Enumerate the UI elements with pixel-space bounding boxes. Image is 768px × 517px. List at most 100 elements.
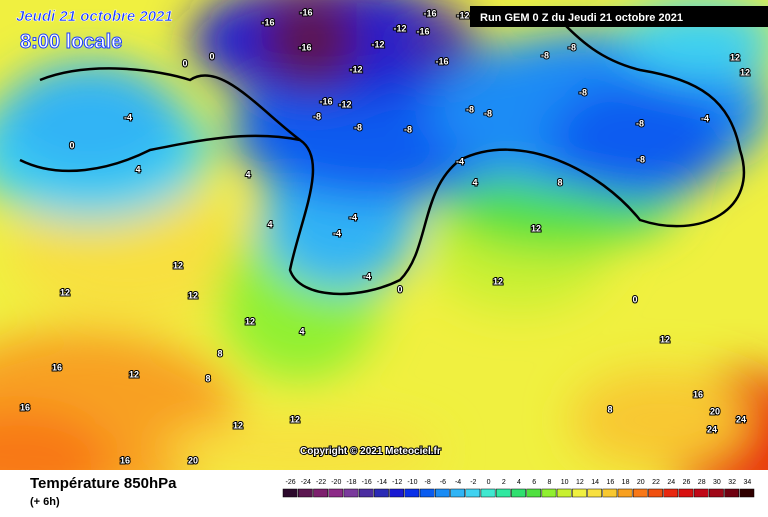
contour-label: -4	[701, 113, 709, 123]
legend-swatch	[435, 488, 450, 498]
legend-level: -8	[425, 479, 431, 486]
legend-swatch	[282, 488, 298, 498]
legend-level: 12	[576, 479, 584, 486]
contour-label: -8	[541, 50, 549, 60]
contour-label: -12	[456, 10, 469, 20]
contour-label: 12	[173, 260, 183, 270]
contour-label: 8	[607, 404, 612, 414]
map-labels: -16 -16 -16 -12 -16 -12 -12 -16 -16 -12 -16 -12 -8 -8…	[19, 6, 751, 466]
contour-label: -4	[363, 271, 371, 281]
legend-level: 24	[667, 479, 675, 486]
contour-label: -4	[349, 212, 357, 222]
contour-label: -12	[338, 99, 351, 109]
legend-swatch	[709, 488, 724, 498]
contour-label: 0	[632, 294, 637, 304]
contour-label: -8	[354, 122, 362, 132]
legend-level: -24	[301, 479, 311, 486]
contour-label: 12	[188, 290, 198, 300]
legend-level: 0	[487, 479, 491, 486]
legend-swatch	[358, 488, 374, 498]
contour-label: 0	[397, 284, 402, 294]
contour-label: 24	[707, 424, 717, 434]
legend-swatch	[724, 488, 740, 498]
legend-level: -12	[392, 479, 402, 486]
contour-label: 4	[267, 219, 272, 229]
legend-swatch	[602, 488, 618, 498]
contour-label: 12	[730, 52, 740, 62]
legend-level: -10	[407, 479, 417, 486]
contour-label: 12	[129, 369, 139, 379]
run-box	[470, 6, 768, 27]
legend-level: 32	[728, 479, 736, 486]
contour-label: 12	[233, 420, 243, 430]
contour-label: -8	[313, 111, 321, 121]
contour-label: 8	[205, 373, 210, 383]
contour-label: 12	[740, 67, 750, 77]
legend-swatch	[556, 488, 572, 498]
zero-isotherm	[19, 134, 301, 173]
legend-swatch	[587, 488, 602, 498]
contour-label: -16	[423, 8, 436, 18]
legend-level: -14	[377, 479, 387, 486]
legend-swatch	[328, 488, 344, 498]
legend-level: 28	[698, 479, 706, 486]
zero-isotherm	[39, 19, 746, 296]
legend-swatch	[739, 488, 755, 498]
legend-swatch	[389, 488, 405, 498]
contour-label: 12	[660, 334, 670, 344]
legend-level: 16	[606, 479, 614, 486]
legend-level: -6	[440, 479, 446, 486]
contour-label: -8	[636, 118, 644, 128]
contour-label: 16	[52, 362, 62, 372]
legend-level: 20	[637, 479, 645, 486]
legend-level: -16	[362, 479, 372, 486]
contour-label: 0	[69, 140, 74, 150]
contour-label: 12	[531, 223, 541, 233]
color-legend: -26 -24 -22 -20 -18 -16 -14 -12 -10 -8 -6 -4 -2 0 2 4 6 8…	[282, 479, 755, 498]
legend-level: 14	[591, 479, 599, 486]
legend-swatch	[693, 488, 709, 498]
legend-swatch	[572, 488, 587, 498]
copyright: Copyright © 2021 Meteociel.fr	[300, 446, 441, 457]
contour-label: -8	[484, 108, 492, 118]
legend-swatch	[495, 488, 511, 498]
legend-level: 4	[517, 479, 521, 486]
legend-swatch	[374, 488, 389, 498]
contour-label: 16	[20, 402, 30, 412]
contour-label: 12	[60, 287, 70, 297]
legend-level: -4	[455, 479, 461, 486]
contour-label: 20	[710, 406, 720, 416]
contour-label: 4	[245, 169, 250, 179]
contour-label: -4	[124, 112, 132, 122]
legend-swatch	[678, 488, 694, 498]
contour-label: 16	[120, 455, 130, 465]
contour-label: -8	[637, 154, 645, 164]
legend-swatch	[450, 488, 465, 498]
legend-level: 30	[713, 479, 721, 486]
legend-swatch	[297, 488, 313, 498]
legend-level: 34	[743, 479, 751, 486]
contour-label: -8	[404, 124, 412, 134]
contour-label: -16	[416, 26, 429, 36]
contour-label: 4	[135, 164, 140, 174]
contour-label: -16	[298, 42, 311, 52]
legend-swatch	[632, 488, 648, 498]
legend-level: -26	[286, 479, 296, 486]
contour-label: -4	[456, 156, 464, 166]
legend-level: -18	[346, 479, 356, 486]
legend-level: 2	[502, 479, 506, 486]
contour-label: -8	[579, 87, 587, 97]
local-time: 8:00 locale	[20, 31, 122, 53]
contour-label: 12	[493, 276, 503, 286]
legend-swatch	[343, 488, 359, 498]
contour-label: -8	[568, 42, 576, 52]
contour-label: 4	[472, 177, 477, 187]
contour-label: -16	[299, 7, 312, 17]
contour-label: 20	[188, 455, 198, 465]
legend-swatch	[465, 488, 481, 498]
legend-level: -2	[470, 479, 476, 486]
legend-level: 6	[532, 479, 536, 486]
run-info: Run GEM 0 Z du Jeudi 21 octobre 2021	[480, 12, 683, 24]
